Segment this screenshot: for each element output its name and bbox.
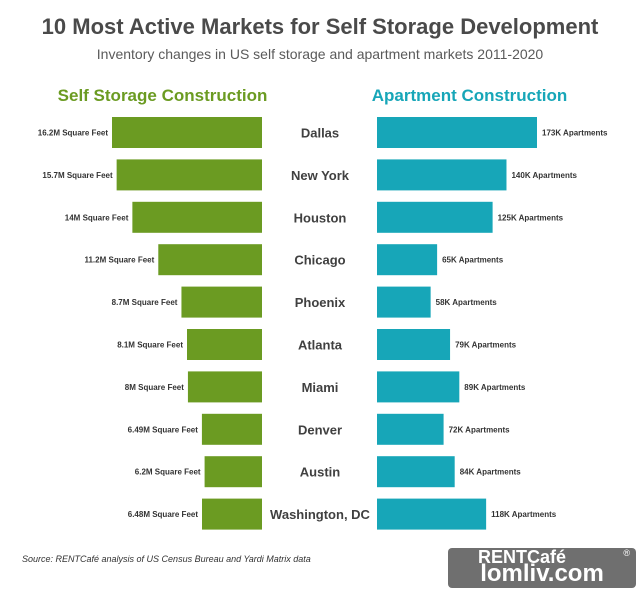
storage-bar: [158, 244, 262, 276]
storage-value-label: 6.49M Square Feet: [128, 425, 199, 434]
storage-value-label: 8M Square Feet: [125, 383, 184, 392]
storage-value-label: 16.2M Square Feet: [38, 129, 109, 138]
storage-value-label: 11.2M Square Feet: [84, 256, 154, 265]
apartment-bar: [377, 371, 460, 403]
apartment-bar: [377, 159, 507, 191]
storage-bar: [181, 286, 262, 318]
apartment-bar: [377, 286, 431, 318]
apartment-bar: [377, 244, 438, 276]
chart-title: 10 Most Active Markets for Self Storage …: [41, 14, 599, 39]
storage-value-label: 8.1M Square Feet: [117, 341, 183, 350]
brand-badge: RENTCafé ® lomliv.com: [448, 547, 636, 588]
apartment-value-label: 58K Apartments: [436, 298, 498, 307]
storage-bar: [187, 371, 262, 403]
registered-mark: ®: [623, 548, 630, 558]
watermark: lomliv.com: [480, 560, 604, 587]
storage-bar: [202, 498, 262, 530]
city-label: New York: [291, 168, 350, 183]
apartment-value-label: 65K Apartments: [442, 256, 504, 265]
apartment-bar: [377, 117, 537, 148]
apartment-bar: [377, 413, 444, 445]
city-label: Denver: [298, 422, 342, 437]
apartment-bar: [377, 329, 451, 360]
apartment-value-label: 89K Apartments: [464, 383, 526, 392]
city-label: Austin: [300, 465, 341, 480]
apartment-bar: [377, 456, 455, 488]
apartment-bar: [377, 498, 487, 530]
storage-bar: [132, 201, 262, 233]
storage-value-label: 8.7M Square Feet: [112, 298, 178, 307]
city-label: Miami: [302, 380, 339, 395]
city-label: Houston: [294, 210, 347, 225]
self-storage-legend: Self Storage Construction: [57, 86, 268, 105]
apartment-value-label: 118K Apartments: [491, 510, 557, 519]
apartment-value-label: 84K Apartments: [460, 468, 522, 477]
city-label: Dallas: [301, 126, 339, 141]
apartment-value-label: 79K Apartments: [455, 341, 517, 350]
source-note: Source: RENTCafé analysis of US Census B…: [22, 554, 311, 564]
city-label: Chicago: [294, 253, 345, 268]
apartment-bar: [377, 201, 493, 233]
storage-bar: [112, 117, 262, 148]
apartment-value-label: 72K Apartments: [449, 425, 511, 434]
rentcafe-logo: RENTCafé: [478, 547, 567, 567]
storage-bar: [204, 456, 262, 488]
city-label: Atlanta: [298, 338, 343, 353]
storage-bar: [201, 413, 262, 445]
storage-bar: [116, 159, 262, 191]
city-label: Washington, DC: [270, 507, 371, 522]
storage-bar: [187, 329, 262, 360]
storage-value-label: 14M Square Feet: [65, 213, 129, 222]
storage-value-label: 15.7M Square Feet: [42, 171, 113, 180]
apartment-value-label: 125K Apartments: [498, 213, 564, 222]
storage-value-label: 6.48M Square Feet: [128, 510, 199, 519]
apartment-value-label: 140K Apartments: [511, 171, 577, 180]
apartment-legend: Apartment Construction: [371, 86, 568, 105]
chart-subtitle: Inventory changes in US self storage and…: [96, 46, 544, 62]
city-label: Phoenix: [295, 295, 346, 310]
apartment-value-label: 173K Apartments: [542, 129, 608, 138]
storage-value-label: 6.2M Square Feet: [135, 468, 201, 477]
